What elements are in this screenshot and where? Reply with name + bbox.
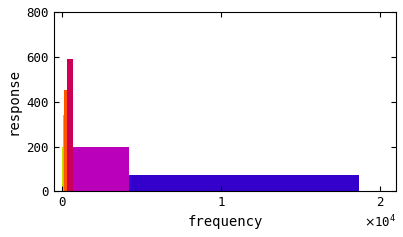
Y-axis label: response: response [7,68,21,135]
Bar [64,91,67,191]
X-axis label: frequency: frequency [187,215,263,229]
Bar [129,175,359,191]
Bar [67,59,73,191]
Bar [63,115,64,191]
Bar [73,146,129,191]
Bar [62,146,63,191]
